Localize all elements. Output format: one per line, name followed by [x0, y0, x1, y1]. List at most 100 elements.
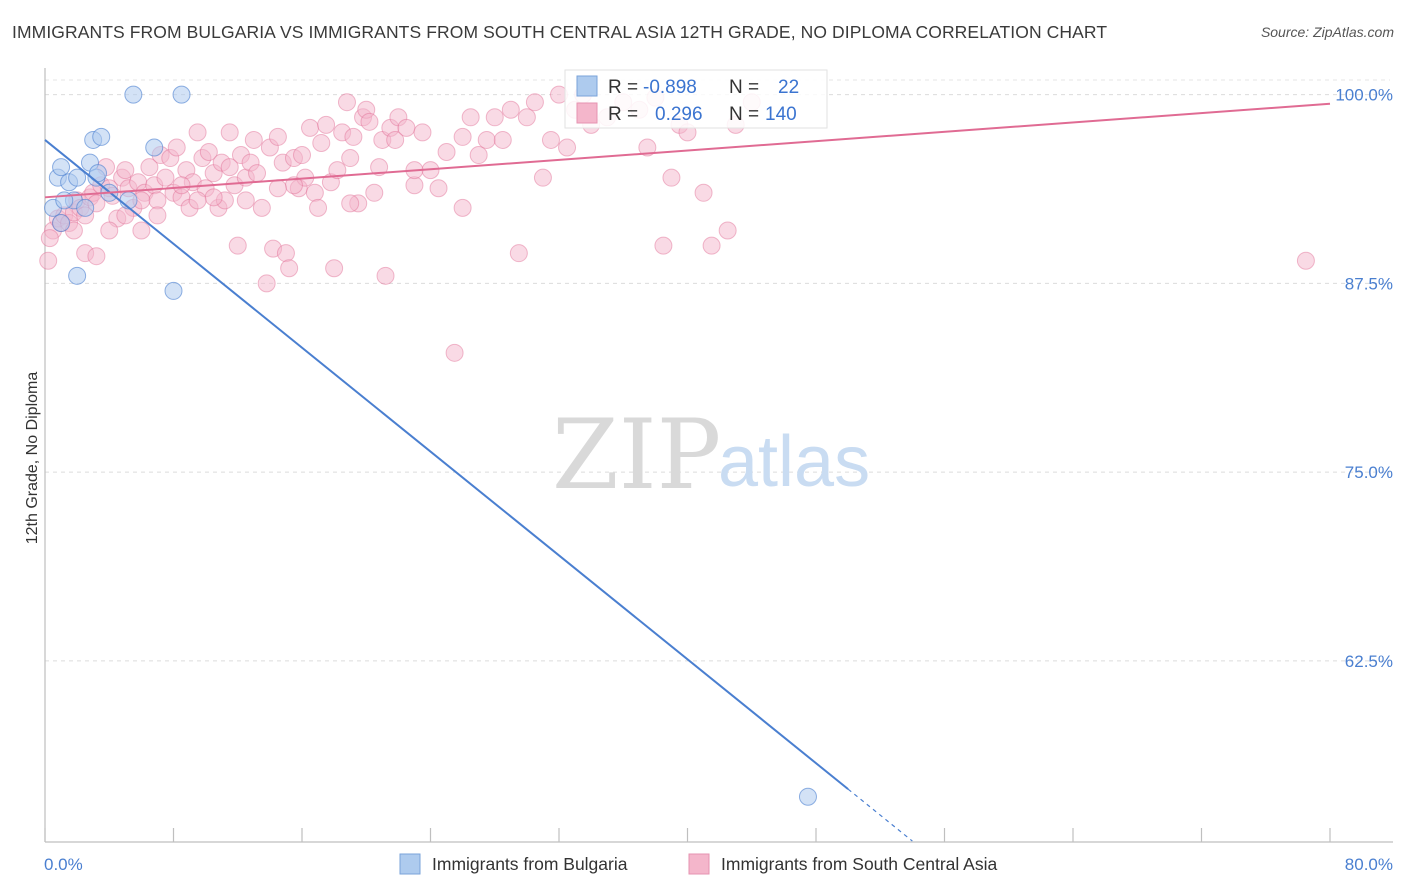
sca-point: [276, 244, 295, 263]
y-tick-labels: 62.5% 75.0% 87.5% 100.0%: [1335, 86, 1393, 671]
bottom-legend-label-sca: Immigrants from South Central Asia: [721, 854, 997, 874]
watermark: ZIP atlas: [552, 399, 870, 511]
bulgaria-point: [55, 191, 74, 210]
sca-point: [312, 133, 331, 152]
bulgaria-point: [76, 198, 95, 217]
sca-point: [461, 108, 480, 127]
bulgaria-point: [798, 787, 817, 806]
sca-point: [188, 191, 207, 210]
sca-point: [268, 179, 287, 198]
sca-point: [397, 118, 416, 137]
sca-point: [40, 229, 59, 248]
sca-point: [469, 146, 488, 165]
sca-point: [244, 130, 263, 149]
sca-point: [638, 138, 657, 157]
sca-point: [694, 183, 713, 202]
series-legend: Immigrants from Bulgaria Immigrants from…: [399, 853, 997, 875]
sca-point: [517, 108, 536, 127]
bulgaria-point: [68, 266, 87, 285]
sca-point: [341, 194, 360, 213]
sca-point: [301, 118, 320, 137]
legend-n-value-2: 140: [765, 104, 797, 125]
sca-point: [337, 93, 356, 112]
x-tick-label-0: 0.0%: [44, 855, 83, 874]
sca-point: [220, 123, 239, 142]
y-tick-label-2: 87.5%: [1345, 274, 1393, 293]
sca-point: [702, 236, 721, 255]
sca-point: [437, 143, 456, 162]
legend-box: [564, 69, 828, 129]
sca-point: [365, 183, 384, 202]
sca-point: [148, 191, 167, 210]
sca-point: [718, 221, 737, 240]
trend-lines: [44, 102, 1331, 842]
bulgaria-point: [68, 168, 87, 187]
legend-swatch-blue: [576, 75, 598, 97]
sca-point: [309, 198, 328, 217]
sca-point: [220, 158, 239, 177]
sca-point: [325, 259, 344, 278]
sca-point: [558, 138, 577, 157]
legend-r-value-2: 0.296: [655, 104, 703, 125]
sca-point: [148, 206, 167, 225]
bottom-legend-swatch-bulgaria: [399, 853, 421, 875]
series-bulgaria-points: [44, 85, 817, 806]
sca-point: [188, 123, 207, 142]
sca-point: [156, 168, 175, 187]
sca-point: [501, 100, 520, 119]
sca-point: [376, 266, 395, 285]
sca-point: [445, 343, 464, 362]
sca-point: [132, 221, 151, 240]
sca-point: [429, 179, 448, 198]
bulgaria-point: [172, 85, 191, 104]
sca-point: [39, 251, 58, 270]
sca-point: [328, 161, 347, 180]
sca-point: [541, 130, 560, 149]
bulgaria-trend-line: [44, 139, 849, 790]
sca-point: [453, 127, 472, 146]
sca-point: [662, 168, 681, 187]
sca-point: [341, 149, 360, 168]
sca-point: [236, 191, 255, 210]
y-tick-label-1: 75.0%: [1345, 463, 1393, 482]
sca-point: [116, 161, 135, 180]
y-tick-label-3: 100.0%: [1335, 86, 1393, 105]
series-south-central-asia-points: [39, 85, 1315, 362]
y-axis-label: 12th Grade, No Diploma: [24, 372, 41, 545]
sca-point: [493, 130, 512, 149]
bulgaria-point: [124, 85, 143, 104]
sca-point: [87, 247, 106, 266]
sca-point: [344, 127, 363, 146]
sca-point: [280, 259, 299, 278]
bulgaria-point: [164, 281, 183, 300]
bulgaria-point: [92, 127, 111, 146]
bulgaria-point: [52, 213, 71, 232]
sca-point: [199, 143, 218, 162]
bulgaria-point: [145, 138, 164, 157]
sca-point: [305, 183, 324, 202]
bulgaria-trend-extension: [847, 788, 913, 842]
legend-r-label-2: R =: [608, 104, 638, 125]
sca-point: [293, 146, 311, 165]
correlation-legend: R = -0.898 N = 22 R = 0.296 N = 140: [564, 69, 828, 129]
sca-point: [360, 112, 379, 131]
source-label: Source: ZipAtlas.com: [1260, 24, 1394, 40]
sca-point: [257, 274, 276, 293]
bulgaria-point: [52, 158, 71, 177]
legend-n-label-2: N =: [729, 104, 759, 125]
sca-trend-line: [44, 102, 1331, 199]
sca-point: [140, 158, 159, 177]
bottom-legend-label-bulgaria: Immigrants from Bulgaria: [432, 854, 628, 874]
bottom-legend-swatch-sca: [688, 853, 710, 875]
sca-point: [1296, 251, 1315, 270]
sca-point: [100, 221, 119, 240]
sca-point: [370, 158, 389, 177]
sca-point: [172, 176, 191, 195]
legend-n-label-1: N =: [729, 77, 759, 98]
sca-point: [167, 138, 186, 157]
sca-point: [405, 176, 424, 195]
sca-point: [228, 236, 247, 255]
sca-point: [413, 123, 432, 142]
legend-r-value-1: -0.898: [643, 77, 697, 98]
